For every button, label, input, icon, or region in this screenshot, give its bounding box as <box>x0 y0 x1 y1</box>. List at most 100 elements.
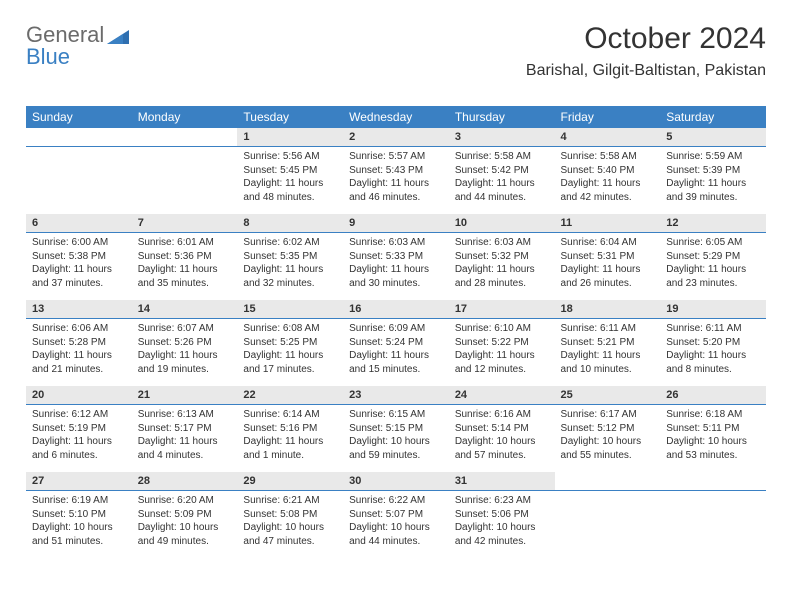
day-info: Sunrise: 6:04 AMSunset: 5:31 PMDaylight:… <box>555 233 661 301</box>
daylight-line: Daylight: 11 hours and 32 minutes. <box>243 263 337 290</box>
daylight-line: Daylight: 11 hours and 48 minutes. <box>243 177 337 204</box>
day-info: Sunrise: 6:23 AMSunset: 5:06 PMDaylight:… <box>449 491 555 555</box>
sunset-line: Sunset: 5:22 PM <box>455 336 549 350</box>
days-of-week-row: SundayMondayTuesdayWednesdayThursdayFrid… <box>26 106 766 128</box>
daylight-line: Daylight: 10 hours and 59 minutes. <box>349 435 443 462</box>
empty-info <box>555 491 661 555</box>
sunset-line: Sunset: 5:14 PM <box>455 422 549 436</box>
sunset-line: Sunset: 5:25 PM <box>243 336 337 350</box>
sunrise-line: Sunrise: 6:15 AM <box>349 408 443 422</box>
day-number: 13 <box>26 300 132 319</box>
sunrise-line: Sunrise: 6:12 AM <box>32 408 126 422</box>
day-info-row: Sunrise: 6:00 AMSunset: 5:38 PMDaylight:… <box>26 233 766 301</box>
daylight-line: Daylight: 10 hours and 53 minutes. <box>666 435 760 462</box>
daylight-line: Daylight: 10 hours and 55 minutes. <box>561 435 655 462</box>
day-info-row: Sunrise: 6:19 AMSunset: 5:10 PMDaylight:… <box>26 491 766 555</box>
day-number: 2 <box>343 128 449 147</box>
empty-day <box>26 128 132 147</box>
daylight-line: Daylight: 10 hours and 42 minutes. <box>455 521 549 548</box>
sunrise-line: Sunrise: 6:05 AM <box>666 236 760 250</box>
day-info: Sunrise: 5:58 AMSunset: 5:40 PMDaylight:… <box>555 147 661 215</box>
day-number: 28 <box>132 472 238 491</box>
daylight-line: Daylight: 11 hours and 44 minutes. <box>455 177 549 204</box>
sunrise-line: Sunrise: 6:01 AM <box>138 236 232 250</box>
sunrise-line: Sunrise: 5:58 AM <box>561 150 655 164</box>
daylight-line: Daylight: 11 hours and 46 minutes. <box>349 177 443 204</box>
day-info: Sunrise: 6:01 AMSunset: 5:36 PMDaylight:… <box>132 233 238 301</box>
empty-info <box>26 147 132 215</box>
day-number: 16 <box>343 300 449 319</box>
sunset-line: Sunset: 5:16 PM <box>243 422 337 436</box>
sunset-line: Sunset: 5:26 PM <box>138 336 232 350</box>
sunrise-line: Sunrise: 5:59 AM <box>666 150 760 164</box>
day-info: Sunrise: 6:15 AMSunset: 5:15 PMDaylight:… <box>343 405 449 473</box>
sunrise-line: Sunrise: 6:11 AM <box>666 322 760 336</box>
day-info: Sunrise: 6:16 AMSunset: 5:14 PMDaylight:… <box>449 405 555 473</box>
sunset-line: Sunset: 5:32 PM <box>455 250 549 264</box>
day-info: Sunrise: 6:11 AMSunset: 5:21 PMDaylight:… <box>555 319 661 387</box>
day-number-row: 20212223242526 <box>26 386 766 405</box>
sunset-line: Sunset: 5:35 PM <box>243 250 337 264</box>
logo-triangle-icon <box>107 24 129 50</box>
daylight-line: Daylight: 10 hours and 47 minutes. <box>243 521 337 548</box>
day-number: 15 <box>237 300 343 319</box>
sunrise-line: Sunrise: 6:18 AM <box>666 408 760 422</box>
sunset-line: Sunset: 5:36 PM <box>138 250 232 264</box>
day-info: Sunrise: 6:10 AMSunset: 5:22 PMDaylight:… <box>449 319 555 387</box>
day-number: 6 <box>26 214 132 233</box>
sunset-line: Sunset: 5:43 PM <box>349 164 443 178</box>
daylight-line: Daylight: 11 hours and 15 minutes. <box>349 349 443 376</box>
daylight-line: Daylight: 11 hours and 21 minutes. <box>32 349 126 376</box>
day-info: Sunrise: 5:57 AMSunset: 5:43 PMDaylight:… <box>343 147 449 215</box>
dow-header: Friday <box>555 106 661 128</box>
day-number: 12 <box>660 214 766 233</box>
day-info: Sunrise: 5:59 AMSunset: 5:39 PMDaylight:… <box>660 147 766 215</box>
sunset-line: Sunset: 5:31 PM <box>561 250 655 264</box>
daylight-line: Daylight: 11 hours and 30 minutes. <box>349 263 443 290</box>
day-number: 31 <box>449 472 555 491</box>
sunset-line: Sunset: 5:09 PM <box>138 508 232 522</box>
dow-header: Sunday <box>26 106 132 128</box>
daylight-line: Daylight: 11 hours and 28 minutes. <box>455 263 549 290</box>
daylight-line: Daylight: 10 hours and 57 minutes. <box>455 435 549 462</box>
sunrise-line: Sunrise: 6:23 AM <box>455 494 549 508</box>
daylight-line: Daylight: 11 hours and 37 minutes. <box>32 263 126 290</box>
daylight-line: Daylight: 11 hours and 42 minutes. <box>561 177 655 204</box>
sunset-line: Sunset: 5:39 PM <box>666 164 760 178</box>
sunrise-line: Sunrise: 6:04 AM <box>561 236 655 250</box>
dow-header: Wednesday <box>343 106 449 128</box>
calendar: SundayMondayTuesdayWednesdayThursdayFrid… <box>26 106 766 554</box>
sunrise-line: Sunrise: 6:13 AM <box>138 408 232 422</box>
day-info: Sunrise: 6:18 AMSunset: 5:11 PMDaylight:… <box>660 405 766 473</box>
day-info: Sunrise: 6:13 AMSunset: 5:17 PMDaylight:… <box>132 405 238 473</box>
sunrise-line: Sunrise: 5:56 AM <box>243 150 337 164</box>
day-number: 29 <box>237 472 343 491</box>
day-info: Sunrise: 6:14 AMSunset: 5:16 PMDaylight:… <box>237 405 343 473</box>
day-number: 24 <box>449 386 555 405</box>
daylight-line: Daylight: 11 hours and 6 minutes. <box>32 435 126 462</box>
sunset-line: Sunset: 5:07 PM <box>349 508 443 522</box>
empty-info <box>660 491 766 555</box>
sunrise-line: Sunrise: 6:21 AM <box>243 494 337 508</box>
sunset-line: Sunset: 5:24 PM <box>349 336 443 350</box>
sunset-line: Sunset: 5:21 PM <box>561 336 655 350</box>
day-info: Sunrise: 6:12 AMSunset: 5:19 PMDaylight:… <box>26 405 132 473</box>
daylight-line: Daylight: 11 hours and 23 minutes. <box>666 263 760 290</box>
sunrise-line: Sunrise: 6:06 AM <box>32 322 126 336</box>
day-number: 20 <box>26 386 132 405</box>
day-info: Sunrise: 6:06 AMSunset: 5:28 PMDaylight:… <box>26 319 132 387</box>
sunset-line: Sunset: 5:45 PM <box>243 164 337 178</box>
day-number: 22 <box>237 386 343 405</box>
day-number: 18 <box>555 300 661 319</box>
day-number: 10 <box>449 214 555 233</box>
day-info: Sunrise: 6:05 AMSunset: 5:29 PMDaylight:… <box>660 233 766 301</box>
sunset-line: Sunset: 5:10 PM <box>32 508 126 522</box>
day-info: Sunrise: 6:21 AMSunset: 5:08 PMDaylight:… <box>237 491 343 555</box>
daylight-line: Daylight: 11 hours and 4 minutes. <box>138 435 232 462</box>
daylight-line: Daylight: 10 hours and 44 minutes. <box>349 521 443 548</box>
dow-header: Tuesday <box>237 106 343 128</box>
day-info-row: Sunrise: 6:12 AMSunset: 5:19 PMDaylight:… <box>26 405 766 473</box>
day-number: 11 <box>555 214 661 233</box>
day-number: 1 <box>237 128 343 147</box>
sunset-line: Sunset: 5:06 PM <box>455 508 549 522</box>
